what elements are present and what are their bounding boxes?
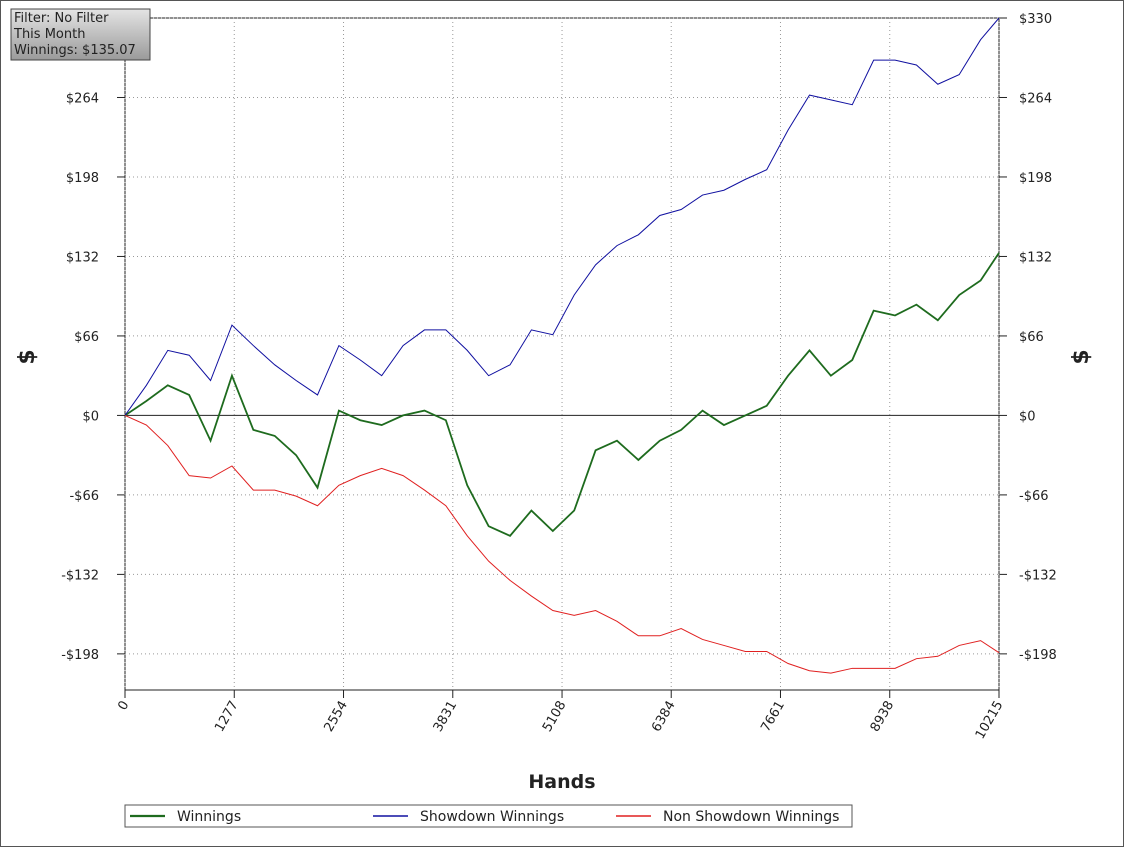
y-tick-label: -$198 xyxy=(61,648,99,663)
y-tick-label-right: $264 xyxy=(1019,91,1052,106)
series-line xyxy=(124,414,1000,674)
y-tick-label-right: -$132 xyxy=(1019,568,1057,583)
info-box xyxy=(10,8,151,61)
series-line xyxy=(124,252,1000,537)
y-tick-label-right: $66 xyxy=(1019,330,1044,345)
y-axis-label-right: $ xyxy=(1069,349,1094,364)
info-text: Filter: No Filter xyxy=(14,11,109,26)
y-tick-label-right: $330 xyxy=(1019,12,1052,27)
y-tick-label: -$66 xyxy=(69,489,99,504)
y-tick-label: $132 xyxy=(66,250,99,265)
y-tick-label: $66 xyxy=(74,330,99,345)
y-tick-label-right: $198 xyxy=(1019,171,1052,186)
legend-label: Showdown Winnings xyxy=(420,809,564,825)
y-tick-label-right: $0 xyxy=(1019,409,1036,424)
y-tick-label-right: $132 xyxy=(1019,250,1052,265)
y-tick-label: $264 xyxy=(66,91,99,106)
y-tick-label: $0 xyxy=(82,409,99,424)
legend xyxy=(124,804,853,828)
legend-label: Non Showdown Winnings xyxy=(663,809,839,825)
y-tick-label: $198 xyxy=(66,171,99,186)
x-axis-label: Hands xyxy=(528,771,595,793)
y-tick-label-right: -$198 xyxy=(1019,648,1057,663)
info-text: Winnings: $135.07 xyxy=(14,43,136,58)
info-text: This Month xyxy=(13,27,85,42)
series-line xyxy=(124,17,1000,416)
y-tick-label-right: -$66 xyxy=(1019,489,1049,504)
legend-label: Winnings xyxy=(177,809,241,825)
y-tick-label: -$132 xyxy=(61,568,99,583)
y-axis-label: $ xyxy=(15,349,40,364)
